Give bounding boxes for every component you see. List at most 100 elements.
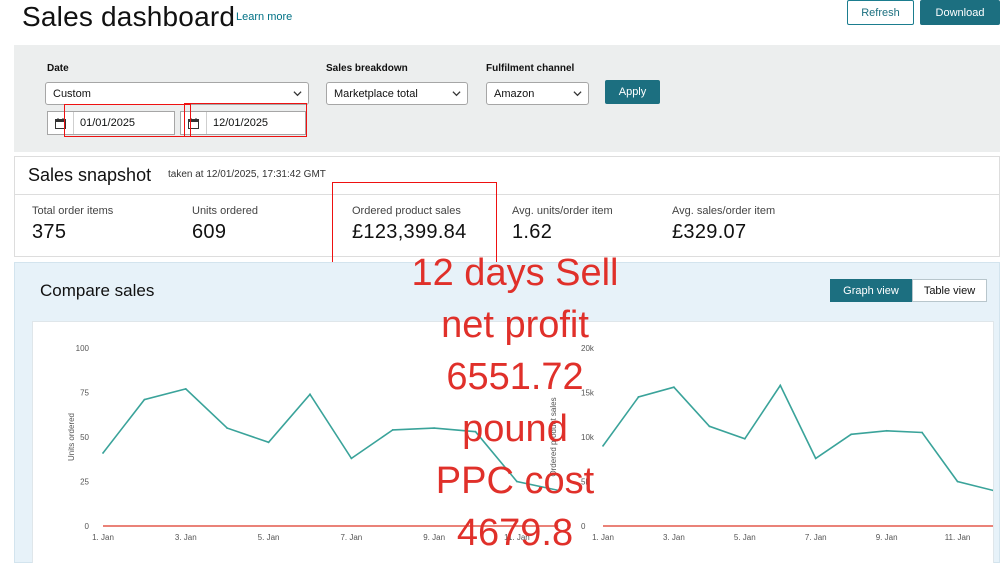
chevron-down-icon: [452, 91, 461, 97]
metric-value: £329.07: [672, 221, 747, 243]
compare-sales-charts: 0 25 50 75 100 Units ordered 1. Jan 3. Jan 5. Ja…: [67, 344, 994, 542]
annotation-line: 4679.8: [456, 512, 574, 554]
annotation-line: 6551.72: [446, 356, 584, 398]
data-point: [814, 457, 817, 460]
y-tick-label: 0: [85, 522, 90, 531]
calendar-icon: [48, 112, 74, 134]
metric-avg-sales-per-order-item: Avg. sales/order item £329.07: [672, 205, 775, 244]
snapshot-header: Sales snapshot taken at 12/01/2025, 17:3…: [14, 156, 1000, 195]
chevron-down-icon: [293, 91, 302, 97]
series-line: [102, 388, 559, 492]
compare-sales-panel: Compare sales Graph view Table view 0 25 5…: [14, 262, 1000, 563]
y-axis-label: Units ordered: [67, 413, 76, 461]
y-tick-label: 10k: [581, 433, 595, 442]
x-tick-label: 7. Jan: [340, 533, 362, 542]
graph-view-toggle[interactable]: Graph view: [830, 279, 912, 302]
data-point: [433, 427, 436, 429]
x-tick-label: 9. Jan: [423, 533, 445, 542]
y-tick-label: 50: [80, 433, 89, 442]
metric-ordered-product-sales: Ordered product sales £123,399.84: [352, 205, 467, 244]
x-tick-label: 1. Jan: [92, 533, 114, 542]
metric-label: Units ordered: [192, 205, 259, 217]
x-tick-label: 5. Jan: [734, 533, 756, 542]
metric-label: Total order items: [32, 205, 114, 217]
snapshot-title: Sales snapshot: [28, 165, 152, 185]
sales-breakdown-select[interactable]: Marketplace total: [326, 82, 468, 105]
annotation-line: pound: [462, 408, 568, 450]
metric-label: Ordered product sales: [352, 205, 461, 217]
data-point: [143, 398, 146, 401]
metric-value: £123,399.84: [352, 221, 467, 243]
metric-label: Avg. units/order item: [512, 205, 613, 217]
metric-total-order-items: Total order items 375: [32, 205, 113, 244]
data-point: [921, 431, 923, 434]
data-point: [779, 384, 782, 387]
x-tick-label: 3. Jan: [175, 533, 197, 542]
data-point: [350, 457, 353, 460]
y-tick-label: 0: [581, 522, 586, 531]
y-axis-label: Ordered product sales: [549, 397, 558, 476]
series-line: [602, 383, 994, 492]
chart-area: 0 25 50 75 100 Units ordered 1. Jan 3. Jan 5. Ja…: [32, 321, 994, 563]
data-point: [184, 388, 187, 390]
data-point: [226, 427, 229, 429]
data-point: [391, 428, 394, 431]
data-point: [850, 433, 853, 436]
calendar-icon: [181, 112, 207, 134]
breakdown-label: Sales breakdown: [326, 63, 408, 74]
end-date-value: 12/01/2025: [213, 117, 269, 129]
annotation-line: 12 days Sell: [411, 252, 619, 294]
table-view-toggle[interactable]: Table view: [912, 279, 987, 302]
data-point: [885, 429, 888, 432]
metric-avg-units-per-order-item: Avg. units/order item 1.62: [512, 205, 613, 244]
y-tick-label: 75: [80, 389, 89, 398]
chevron-down-icon: [573, 91, 582, 97]
start-date-value: 01/01/2025: [80, 117, 136, 129]
x-tick-label: 3. Jan: [663, 533, 685, 542]
metric-value: 375: [32, 221, 67, 243]
breakdown-value: Marketplace total: [334, 87, 418, 100]
x-tick-label: 5. Jan: [258, 533, 280, 542]
compare-sales-title: Compare sales: [40, 281, 155, 300]
metric-value: 609: [192, 221, 227, 243]
data-point: [267, 441, 270, 444]
data-point: [602, 445, 604, 447]
y-tick-label: 100: [76, 344, 90, 353]
fulfilment-channel-select[interactable]: Amazon: [486, 82, 589, 105]
metric-value: 1.62: [512, 221, 553, 243]
data-point: [956, 480, 959, 483]
channel-label: Fulfilment channel: [486, 63, 575, 74]
y-tick-label: 5k: [581, 478, 590, 487]
page-title: Sales dashboard: [22, 1, 236, 32]
data-point: [474, 430, 477, 433]
data-point: [309, 393, 311, 396]
date-range-select[interactable]: Custom: [45, 82, 309, 105]
x-tick-label: 9. Jan: [876, 533, 898, 542]
annotation-line: net profit: [441, 304, 589, 346]
download-button[interactable]: Download: [920, 0, 1000, 25]
x-tick-label: 7. Jan: [805, 533, 827, 542]
channel-value: Amazon: [494, 87, 535, 100]
data-point: [557, 489, 560, 492]
start-date-input[interactable]: 01/01/2025: [47, 111, 175, 135]
refresh-button[interactable]: Refresh: [847, 0, 914, 25]
data-point: [637, 396, 640, 398]
data-point: [516, 480, 518, 483]
filter-panel: Date Custom 01/01/2025 12/01/2025 Sales …: [14, 45, 1000, 152]
data-point: [102, 452, 104, 454]
x-tick-label: 1. Jan: [592, 533, 614, 542]
metric-units-ordered: Units ordered 609: [192, 205, 258, 244]
learn-more-link[interactable]: Learn more: [236, 11, 293, 23]
snapshot-timestamp: taken at 12/01/2025, 17:31:42 GMT: [168, 169, 326, 180]
metric-label: Avg. sales/order item: [672, 205, 776, 217]
x-tick-label: 11. Jan: [945, 533, 971, 542]
x-tick-label: 11. Jan: [504, 533, 530, 542]
data-point: [708, 425, 711, 428]
apply-button[interactable]: Apply: [605, 80, 660, 104]
end-date-input[interactable]: 12/01/2025: [180, 111, 306, 135]
y-tick-label: 20k: [581, 344, 595, 353]
date-range-value: Custom: [53, 87, 91, 100]
annotation-overlay: 12 days Sell net profit 6551.72 pound PP…: [380, 247, 650, 559]
data-point: [743, 437, 746, 440]
annotation-line: PPC cost: [435, 460, 595, 502]
